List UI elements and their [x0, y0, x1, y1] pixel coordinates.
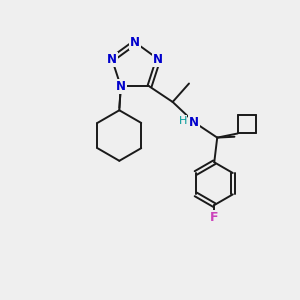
Text: N: N [153, 53, 163, 66]
Text: N: N [107, 53, 117, 66]
Text: N: N [189, 116, 199, 129]
Text: H: H [178, 116, 187, 126]
Text: N: N [130, 36, 140, 49]
Text: F: F [210, 211, 218, 224]
Text: N: N [116, 80, 126, 93]
